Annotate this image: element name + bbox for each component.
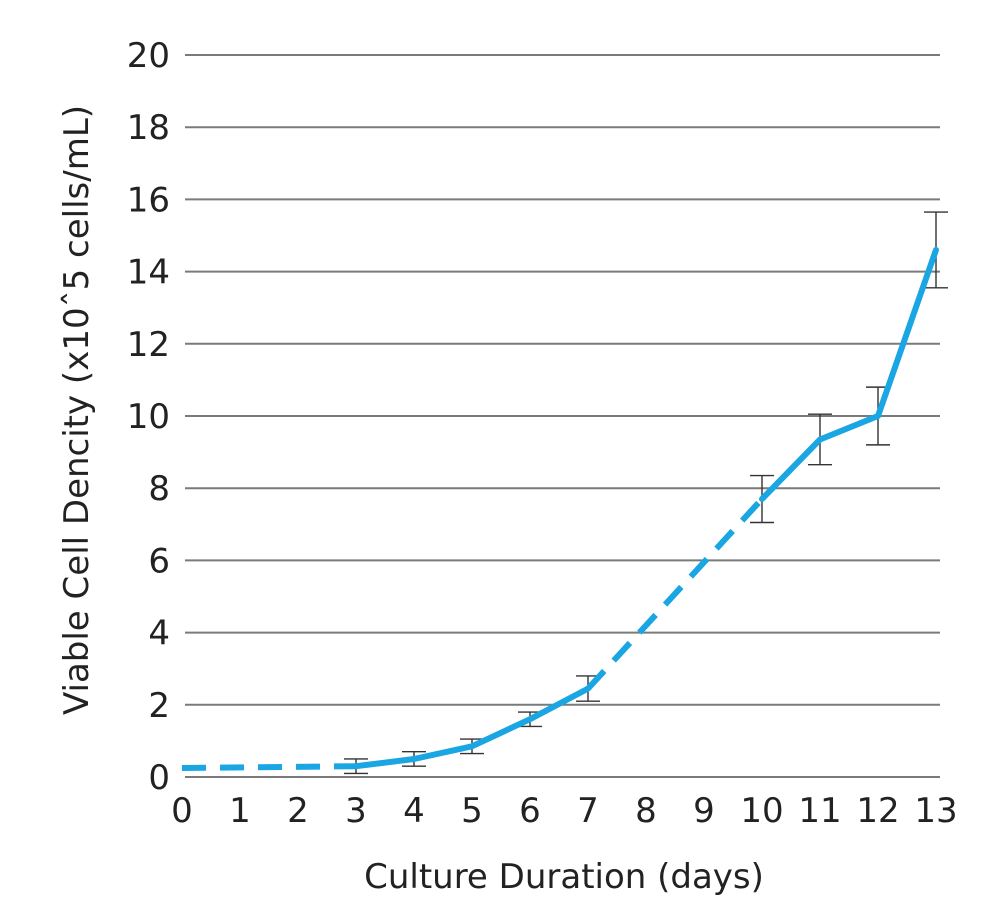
x-tick-label-11: 11 [798, 791, 841, 831]
y-tick-label-8: 8 [148, 469, 170, 509]
x-tick-label-1: 1 [229, 791, 251, 831]
error-bars [344, 211, 948, 775]
series-line-0-1 [759, 246, 939, 502]
x-tick-label-13: 13 [914, 791, 957, 831]
y-axis-label: Viable Cell Dencity (x10ˆ5 cells/mL) [57, 105, 97, 715]
x-tick-label-5: 5 [461, 791, 483, 831]
x-tick-label-3: 3 [345, 791, 367, 831]
gridlines [185, 54, 940, 778]
y-tick-label-2: 2 [148, 686, 170, 726]
x-tick-label-0: 0 [171, 791, 193, 831]
y-tick-label-18: 18 [127, 108, 170, 148]
y-axis-ticks: 0 2 4 6 8 10 12 14 16 18 20 [127, 36, 170, 798]
x-axis-label: Culture Duration (days) [364, 857, 764, 897]
y-tick-label-14: 14 [127, 253, 170, 293]
y-tick-label-6: 6 [148, 541, 170, 581]
y-tick-label-16: 16 [127, 180, 170, 220]
y-tick-label-20: 20 [127, 36, 170, 76]
x-tick-label-2: 2 [287, 791, 309, 831]
x-tick-label-7: 7 [577, 791, 599, 831]
dashed-segment-0 [181, 763, 357, 771]
x-tick-label-8: 8 [635, 791, 657, 831]
y-tick-label-10: 10 [127, 397, 170, 437]
series-line-0-0 [353, 685, 591, 770]
dashed-segment-1 [585, 496, 765, 691]
x-tick-label-9: 9 [693, 791, 715, 831]
series-lines [181, 246, 939, 771]
y-tick-label-4: 4 [148, 614, 170, 654]
x-tick-label-12: 12 [856, 791, 899, 831]
x-tick-label-4: 4 [403, 791, 425, 831]
x-tick-label-10: 10 [740, 791, 783, 831]
y-tick-label-0: 0 [148, 758, 170, 798]
x-tick-label-6: 6 [519, 791, 541, 831]
x-axis-ticks: 0 1 2 3 4 5 6 7 8 9 10 11 12 13 [171, 791, 957, 831]
y-tick-label-12: 12 [127, 325, 170, 365]
